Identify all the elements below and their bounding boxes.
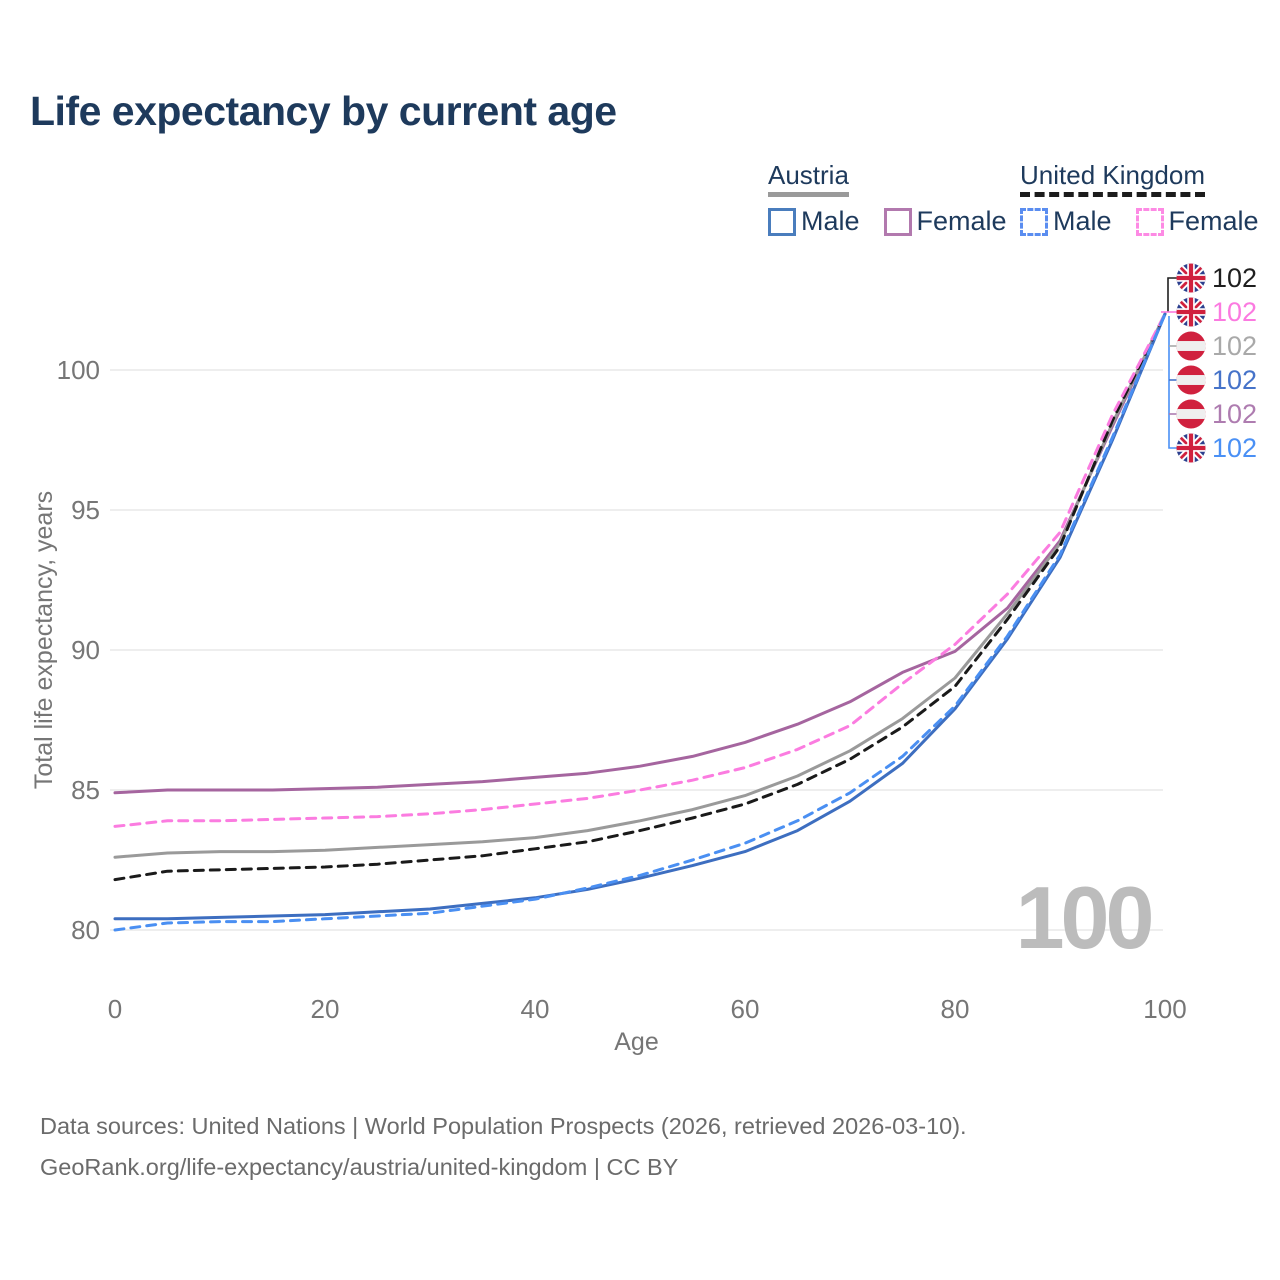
end-label-value: 102 <box>1212 330 1258 361</box>
end-label-uk-1: 102 <box>1176 297 1257 327</box>
legend-austria-male[interactable]: Male <box>768 206 860 237</box>
footer: Data sources: United Nations | World Pop… <box>40 1106 967 1188</box>
x-tick-0: 0 <box>108 994 122 1024</box>
uk-flag-icon <box>1176 263 1206 293</box>
uk-combined-line-swatch <box>1020 192 1205 197</box>
y-tick-85: 85 <box>71 775 100 805</box>
leader-line <box>1168 316 1177 449</box>
series-line-austria-male[interactable] <box>113 312 1167 921</box>
x-tick-80: 80 <box>941 994 970 1024</box>
end-label-austria-4: 102 <box>1176 399 1257 429</box>
series-line-united-kingdom-combined[interactable] <box>113 312 1167 882</box>
legend-austria-name: Austria <box>768 160 849 190</box>
legend-label-austria-male: Male <box>801 206 860 236</box>
legend-uk-male[interactable]: Male <box>1020 206 1112 237</box>
austria-flag-icon <box>1176 399 1206 429</box>
austria-combined-line-swatch <box>768 192 849 197</box>
y-tick-80: 80 <box>71 915 100 945</box>
x-axis-title: Age <box>614 1028 658 1056</box>
legend-group-austria: Austria Male Female <box>768 160 1007 237</box>
end-label-austria-2: 102 <box>1176 331 1257 361</box>
austria-male-swatch <box>768 207 796 236</box>
series-line-united-kingdom-female[interactable] <box>113 312 1167 828</box>
footer-attribution: GeoRank.org/life-expectancy/austria/unit… <box>40 1154 679 1180</box>
legend-uk-title[interactable]: United Kingdom <box>1020 160 1205 197</box>
x-tick-20: 20 <box>311 994 340 1024</box>
uk-flag-icon <box>1176 433 1206 463</box>
legend-label-uk-female: Female <box>1168 206 1259 236</box>
footer-data-sources: Data sources: United Nations | World Pop… <box>40 1113 967 1139</box>
legend-austria-title[interactable]: Austria <box>768 160 849 197</box>
end-label-value: 102 <box>1212 364 1258 395</box>
end-label-austria-3: 102 <box>1176 365 1257 395</box>
legend-label-austria-female: Female <box>916 206 1007 236</box>
end-label-uk-5: 102 <box>1176 433 1257 463</box>
y-tick-95: 95 <box>71 495 100 525</box>
y-tick-90: 90 <box>71 635 100 665</box>
legend-group-united-kingdom: United Kingdom Male Female <box>1020 160 1259 237</box>
uk-male-swatch <box>1020 207 1048 236</box>
y-tick-100: 100 <box>57 355 100 385</box>
austria-flag-icon <box>1176 365 1206 395</box>
end-label-value: 102 <box>1212 398 1258 429</box>
series-line-united-kingdom-male[interactable] <box>113 312 1167 932</box>
age-watermark: 100 <box>1016 868 1152 967</box>
x-tick-40: 40 <box>521 994 550 1024</box>
x-tick-100: 100 <box>1143 994 1186 1024</box>
y-axis-title: Total life expectancy, years <box>30 491 58 789</box>
legend-uk-female[interactable]: Female <box>1135 206 1259 237</box>
series-line-austria-female[interactable] <box>113 312 1167 795</box>
uk-flag-icon <box>1176 297 1206 327</box>
legend-austria-female[interactable]: Female <box>883 206 1007 237</box>
austria-female-swatch <box>883 207 912 236</box>
end-label-value: 102 <box>1212 432 1258 463</box>
leader-line <box>1167 277 1177 312</box>
series-line-austria-combined[interactable] <box>113 312 1167 859</box>
x-tick-60: 60 <box>731 994 760 1024</box>
legend-label-uk-male: Male <box>1053 206 1112 236</box>
end-label-value: 102 <box>1212 262 1258 293</box>
end-label-uk-0: 102 <box>1176 263 1257 293</box>
legend-uk-name: United Kingdom <box>1020 160 1205 190</box>
page-title: Life expectancy by current age <box>30 88 617 134</box>
uk-female-swatch <box>1135 207 1164 236</box>
end-label-value: 102 <box>1212 296 1258 327</box>
austria-flag-icon <box>1176 331 1206 361</box>
